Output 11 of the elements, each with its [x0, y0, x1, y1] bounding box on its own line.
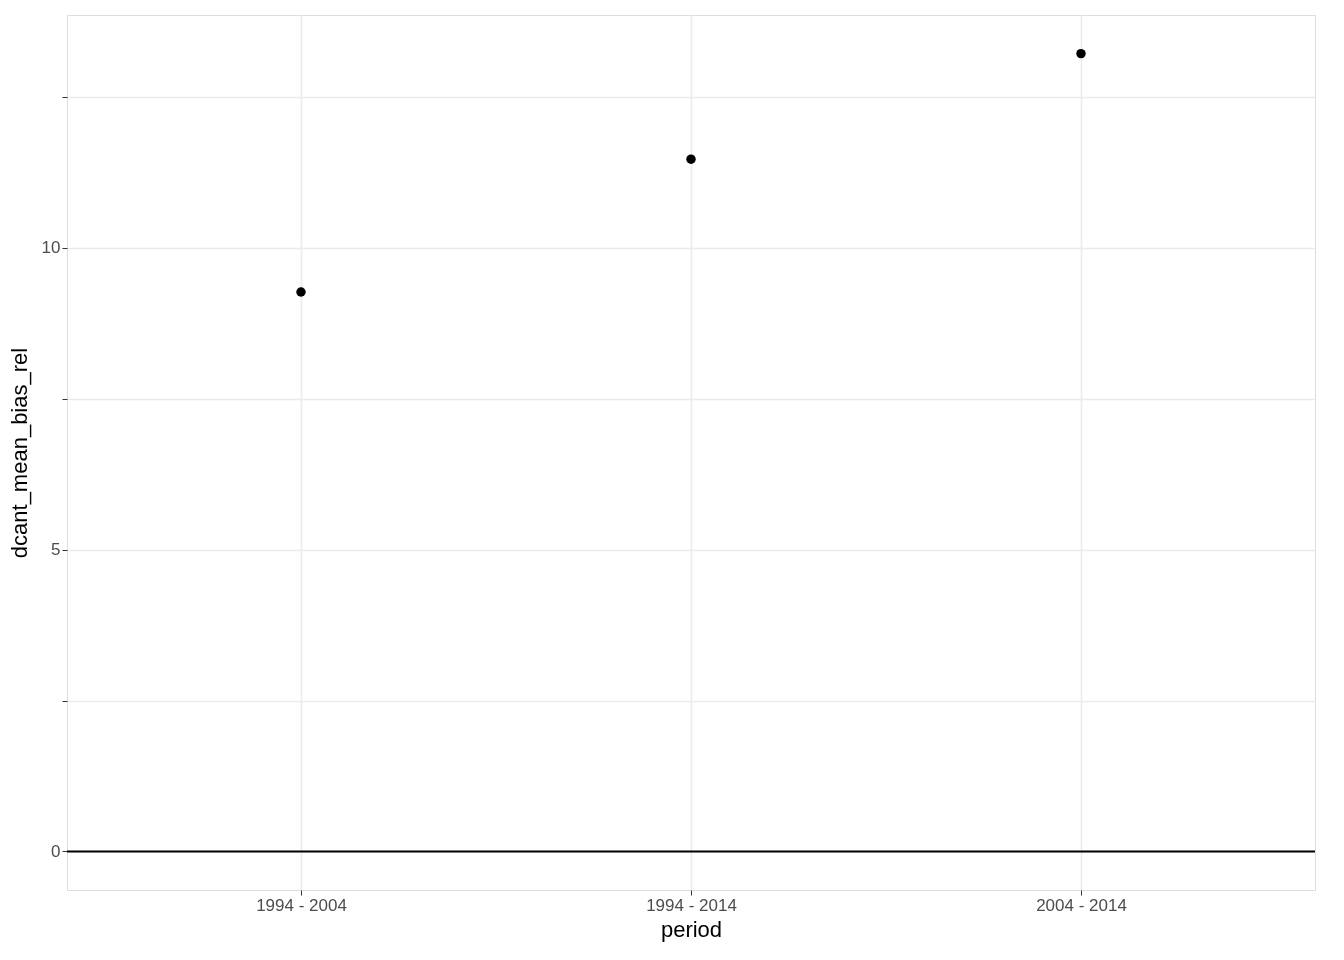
x-tick-label: 2004 - 2014	[1036, 895, 1127, 915]
point	[1076, 48, 1086, 59]
y-axis-title: dcant_mean_bias_rel	[6, 347, 32, 559]
x-tick-label: 1994 - 2004	[256, 895, 347, 915]
point	[686, 154, 696, 164]
point	[296, 287, 306, 297]
y-tick-label: 0	[51, 841, 61, 861]
y-tick-label: 5	[51, 540, 61, 560]
x-tick-label: 1994 - 2014	[646, 895, 737, 915]
x-axis-title: period	[660, 916, 723, 942]
y-tick-label: 10	[41, 238, 61, 258]
